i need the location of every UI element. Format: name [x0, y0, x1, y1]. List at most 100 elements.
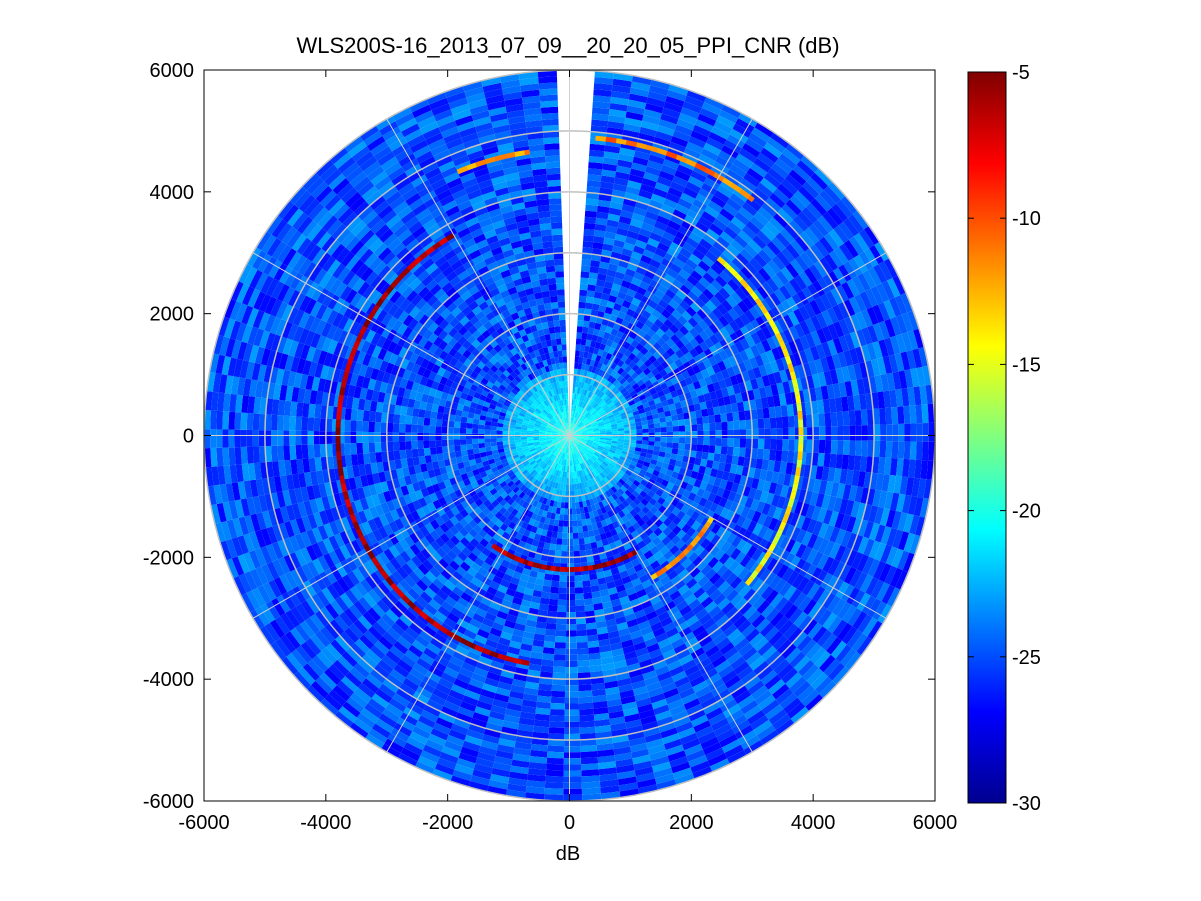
- cnr-cell: [604, 423, 611, 427]
- cnr-cell: [571, 399, 574, 406]
- cnr-cell: [533, 431, 540, 434]
- cnr-cell: [460, 422, 467, 429]
- cnr-cell: [380, 481, 389, 493]
- cnr-cell: [662, 508, 672, 518]
- cnr-cell: [675, 349, 685, 359]
- cnr-cell: [542, 327, 550, 336]
- cnr-cell: [481, 547, 492, 557]
- cnr-cell: [792, 352, 803, 367]
- cnr-cell: [433, 272, 446, 284]
- cnr-cell: [580, 556, 588, 563]
- cnr-cell: [506, 614, 518, 623]
- cnr-cell: [598, 442, 606, 446]
- cnr-cell: [498, 199, 513, 209]
- cnr-cell: [604, 306, 614, 315]
- cnr-cell: [400, 251, 414, 265]
- cnr-cell: [535, 408, 542, 414]
- cnr-cell: [598, 409, 605, 415]
- cnr-cell: [481, 576, 493, 587]
- cnr-cell: [637, 260, 650, 270]
- cnr-cell: [536, 418, 543, 423]
- cnr-cell: [713, 319, 725, 331]
- cnr-cell: [463, 523, 474, 533]
- cnr-cell: [530, 415, 538, 421]
- cnr-cell: [645, 482, 654, 490]
- cnr-cell: [574, 459, 577, 466]
- cnr-cell: [744, 558, 757, 572]
- cnr-cell: [482, 306, 493, 316]
- cnr-cell: [610, 421, 617, 426]
- cnr-cell: [705, 520, 716, 531]
- cnr-cell: [454, 360, 464, 370]
- cnr-cell: [539, 380, 546, 388]
- cnr-cell: [462, 330, 473, 340]
- cnr-cell: [624, 349, 632, 358]
- cnr-cell: [605, 427, 612, 431]
- cnr-cell: [511, 493, 519, 501]
- cnr-cell: [407, 587, 420, 601]
- cnr-cell: [472, 433, 479, 439]
- cnr-cell: [671, 278, 684, 290]
- cnr-cell: [488, 240, 501, 251]
- cnr-cell: [565, 654, 578, 661]
- cnr-cell: [558, 581, 567, 588]
- cnr-cell: [566, 417, 568, 424]
- cnr-cell: [559, 439, 565, 444]
- cnr-cell: [539, 427, 547, 431]
- cnr-cell: [573, 439, 578, 445]
- cnr-cell: [519, 270, 530, 279]
- cnr-cell: [533, 633, 545, 642]
- cnr-cell: [751, 438, 759, 449]
- cnr-cell: [681, 589, 694, 601]
- cnr-cell: [753, 489, 763, 501]
- cnr-cell: [531, 378, 538, 386]
- cnr-cell: [731, 274, 745, 288]
- cnr-cell: [731, 524, 742, 536]
- cnr-cell: [553, 519, 560, 527]
- cnr-cell: [578, 678, 592, 686]
- cnr-cell: [671, 414, 679, 422]
- cnr-cell: [668, 283, 680, 295]
- cnr-cell: [429, 425, 436, 434]
- cnr-cell: [584, 364, 590, 372]
- cnr-cell: [625, 504, 634, 513]
- cnr-cell: [441, 503, 451, 513]
- cnr-cell: [555, 423, 561, 428]
- cnr-cell: [379, 564, 392, 579]
- cnr-cell: [442, 452, 450, 460]
- cnr-cell: [541, 401, 547, 408]
- cnr-cell: [568, 496, 572, 503]
- cnr-cell: [643, 605, 655, 615]
- cnr-cell: [552, 426, 559, 431]
- cnr-cell: [572, 520, 578, 527]
- cnr-cell: [663, 550, 674, 561]
- cnr-cell: [468, 300, 479, 311]
- cnr-cell: [550, 580, 560, 588]
- cnr-cell: [551, 438, 558, 441]
- cnr-cell: [623, 423, 630, 428]
- cnr-cell: [694, 545, 705, 556]
- cnr-cell: [584, 610, 595, 618]
- cnr-cell: [461, 546, 472, 557]
- cnr-cell: [655, 476, 664, 485]
- cnr-cell: [678, 437, 686, 444]
- cnr-cell: [610, 567, 620, 576]
- cnr-cell: [695, 451, 703, 459]
- cnr-cell: [566, 441, 569, 448]
- cnr-cell: [661, 462, 670, 470]
- cnr-cell: [489, 462, 497, 469]
- cnr-cell: [505, 350, 514, 359]
- cnr-cell: [565, 685, 579, 692]
- cnr-cell: [609, 289, 620, 298]
- cnr-cell: [424, 306, 436, 319]
- cnr-cell: [695, 513, 706, 525]
- cnr-cell: [635, 367, 644, 376]
- cnr-cell: [540, 229, 552, 237]
- cnr-cell: [558, 593, 567, 600]
- cnr-cell: [399, 414, 407, 425]
- cnr-cell: [620, 362, 629, 371]
- cnr-cell: [654, 427, 661, 433]
- cnr-cell: [472, 592, 484, 603]
- cnr-cell: [457, 462, 465, 470]
- cnr-cell: [579, 450, 584, 457]
